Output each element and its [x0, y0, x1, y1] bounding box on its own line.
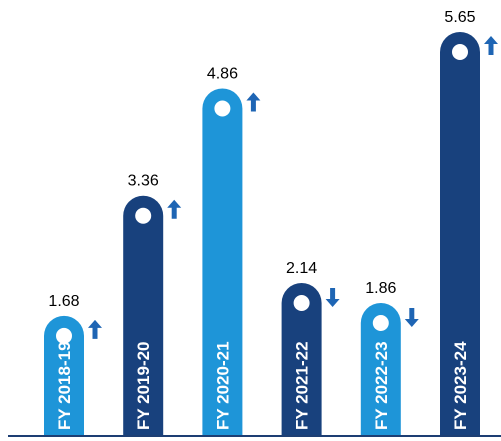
value-label-4: 1.86 — [365, 280, 396, 297]
category-label-0: FY 2018-19 — [55, 341, 74, 430]
value-label-5: 5.65 — [444, 9, 475, 26]
arrow-down-icon-3 — [325, 287, 340, 307]
bar-0 — [44, 315, 84, 441]
value-label-2: 4.86 — [207, 65, 238, 82]
category-label-1: FY 2019-20 — [134, 341, 153, 430]
bar-3 — [281, 282, 322, 441]
bar-marker-5 — [452, 44, 468, 60]
bar-2 — [202, 88, 243, 441]
category-label-5: FY 2023-24 — [451, 341, 470, 430]
arrow-down-icon-4 — [404, 308, 419, 328]
category-label-3: FY 2021-22 — [293, 341, 312, 430]
bar-marker-3 — [293, 294, 310, 311]
bar-5 — [440, 32, 480, 441]
bar-marker-2 — [214, 100, 231, 117]
bar-4 — [360, 303, 401, 441]
value-label-0: 1.68 — [48, 293, 79, 310]
arrow-up-icon-2 — [246, 92, 261, 112]
arrow-up-icon-5 — [484, 36, 498, 55]
baseline-mask — [0, 437, 501, 441]
bar-marker-1 — [135, 207, 152, 224]
bar-1 — [123, 195, 164, 441]
value-label-3: 2.14 — [286, 260, 317, 277]
bar-marker-0 — [56, 327, 72, 344]
bar-marker-4 — [372, 315, 389, 332]
arrow-up-icon-1 — [167, 199, 182, 219]
value-label-1: 3.36 — [128, 173, 159, 190]
category-label-2: FY 2020-21 — [213, 341, 232, 430]
arrow-up-icon-0 — [88, 319, 102, 339]
category-label-4: FY 2022-23 — [372, 341, 391, 430]
